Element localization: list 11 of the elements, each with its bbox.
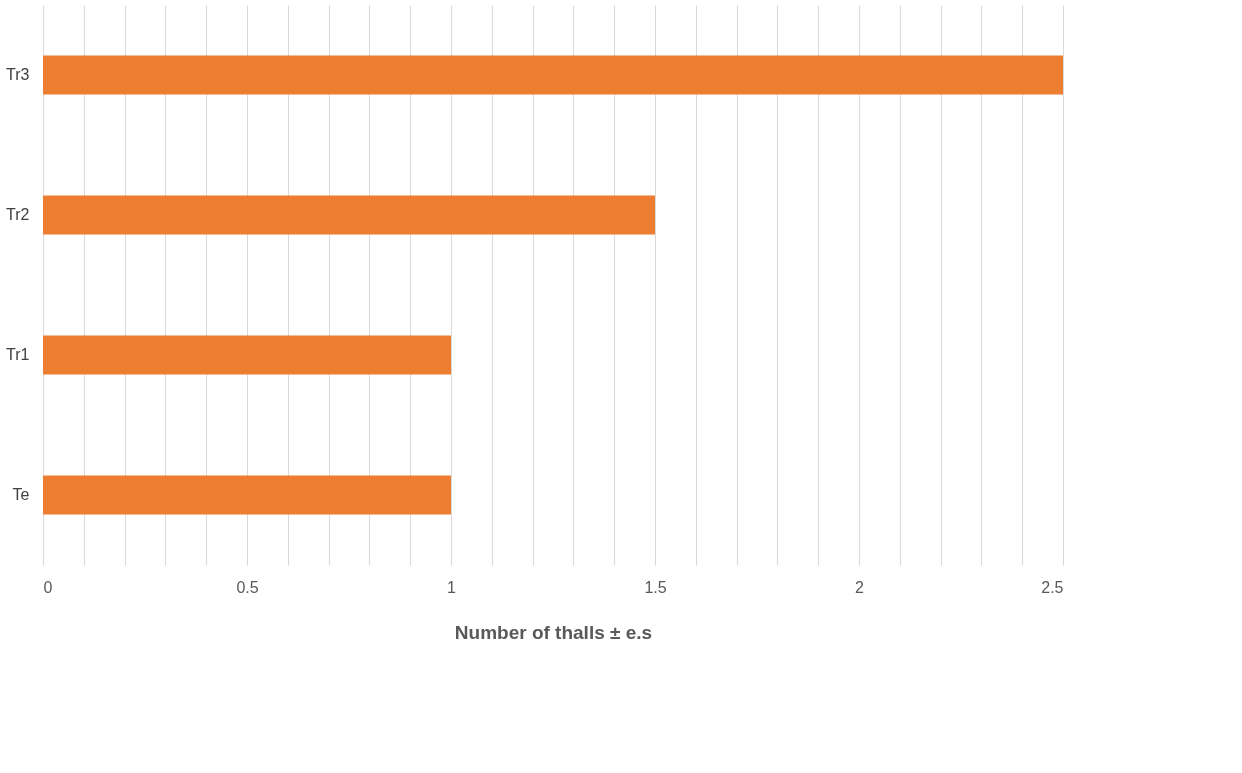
x-tick-label: 1.5	[644, 578, 667, 596]
y-tick-label: Te	[12, 486, 30, 503]
y-tick-label: Tr1	[6, 346, 30, 363]
x-tick-label: 0.5	[236, 578, 259, 596]
x-tick-label: 0	[43, 578, 53, 596]
y-tick-label: Tr2	[6, 206, 30, 223]
x-tick-label: 2.5	[1041, 578, 1064, 596]
x-tick-label: 2	[855, 578, 865, 596]
y-tick-label: Tr3	[6, 66, 30, 83]
x-tick-label: 1	[447, 578, 457, 596]
x-axis-title: Number of thalls ± e.s	[454, 621, 653, 643]
